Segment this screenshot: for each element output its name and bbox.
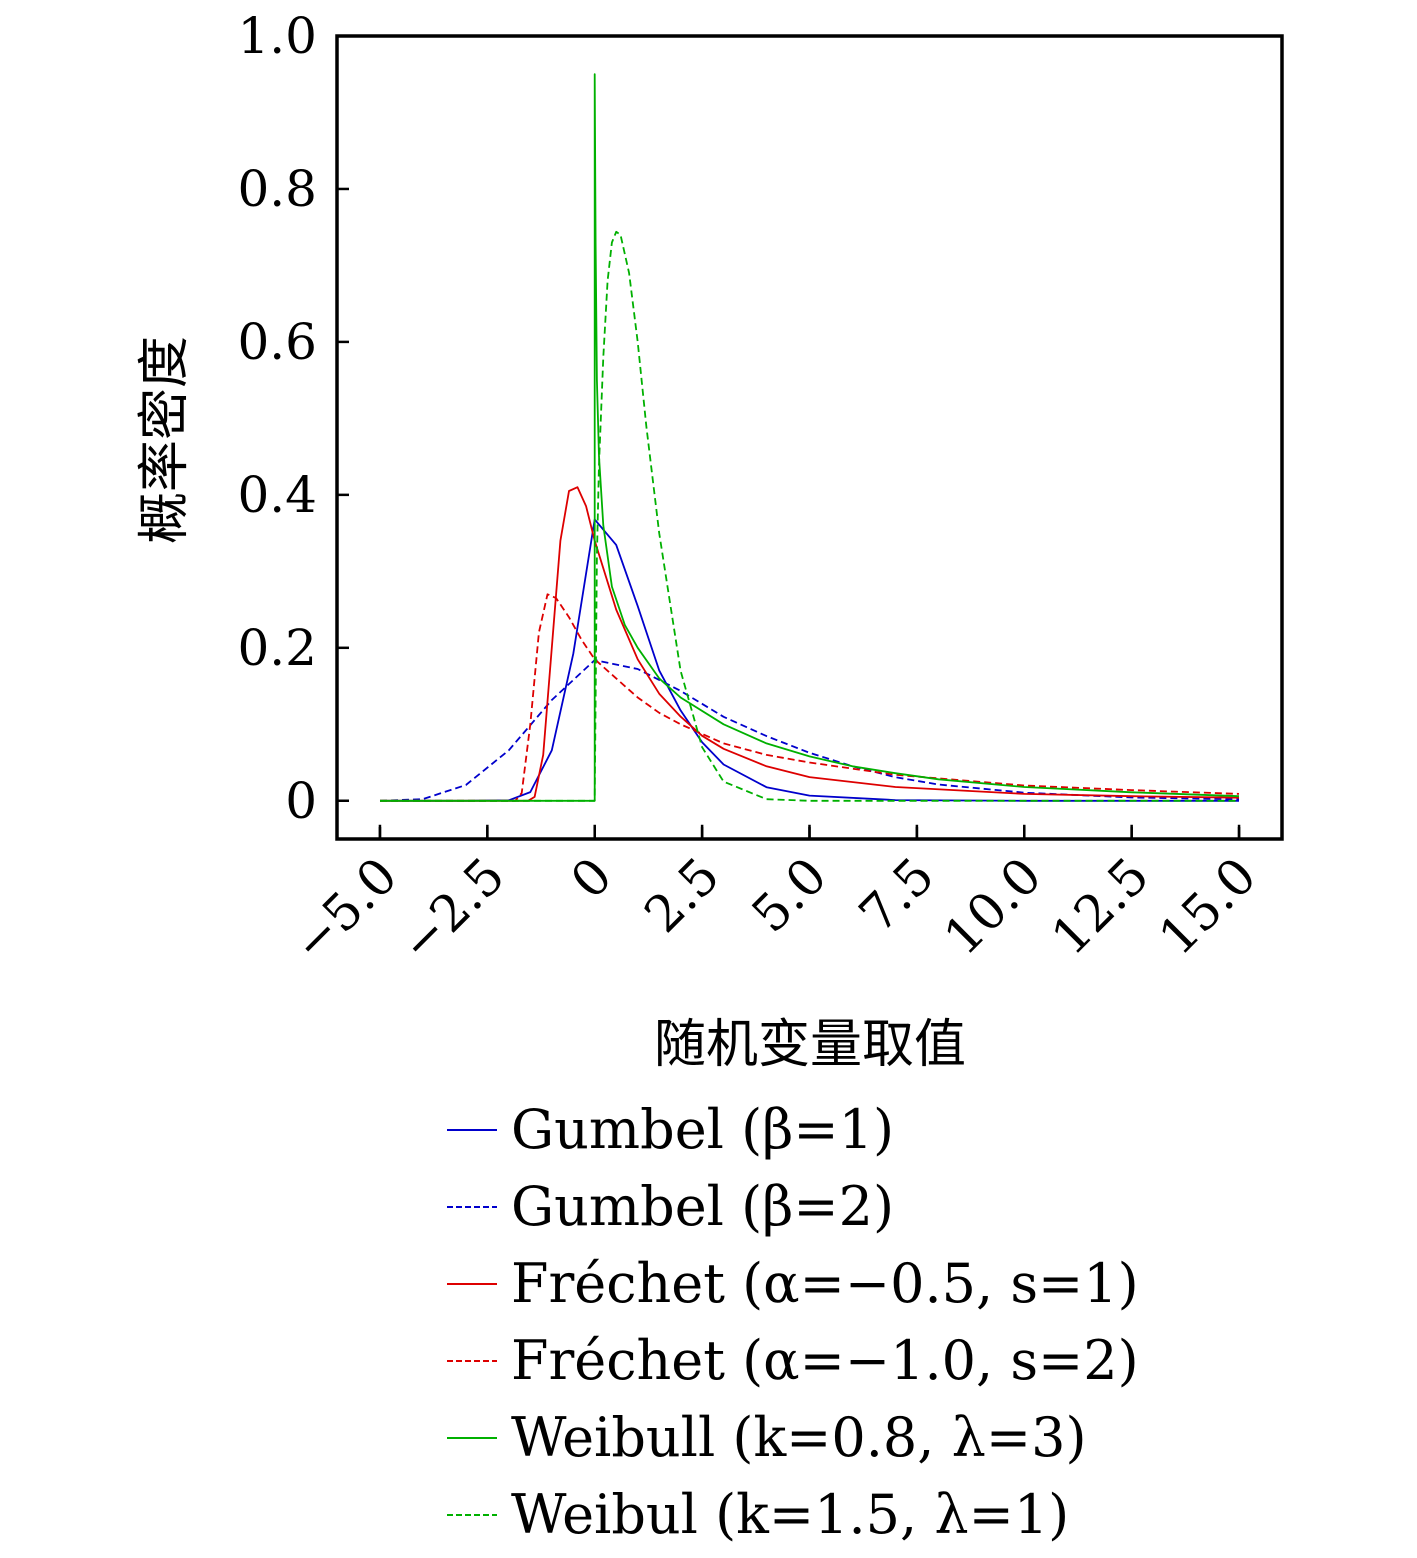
series-line-3	[380, 486, 1240, 802]
x-tick-label: 12.5	[1040, 846, 1160, 966]
legend: Gumbel (β=1) Gumbel (β=2) Fréchet (α=−0.5,…	[447, 1098, 1139, 1546]
legend-label: Fréchet (α=−1.0, s=2)	[511, 1329, 1139, 1392]
series-line-1	[380, 518, 1239, 802]
y-tick-label: 0.6	[237, 313, 317, 371]
x-tick-label: −5.0	[282, 846, 409, 973]
series-line-2	[379, 659, 1240, 802]
plot-frame	[335, 34, 1284, 841]
y-tick-label: 0	[285, 772, 317, 830]
x-tick-label: 0	[560, 846, 624, 910]
x-tick-label: −2.5	[389, 846, 516, 973]
y-tick-label: 0.8	[237, 160, 317, 218]
y-tick-label: 0.2	[237, 619, 317, 677]
legend-label: Gumbel (β=1)	[511, 1098, 894, 1161]
legend-label: Weibull (k=0.8, λ=3)	[511, 1406, 1087, 1469]
legend-label: Weibul (k=1.5, λ=1)	[511, 1483, 1069, 1546]
x-tick-label: 2.5	[633, 846, 730, 943]
x-tick-label: 10.0	[933, 846, 1053, 966]
series-line-5	[380, 73, 1240, 802]
y-axis-title: 概率密度	[135, 336, 195, 544]
x-tick-label: 5.0	[741, 846, 838, 943]
series-line-6	[380, 230, 1239, 802]
y-tick-label: 0.4	[237, 466, 317, 524]
y-tick-label: 1.0	[237, 7, 317, 65]
x-axis: −5.0−2.5 0 2.5 5.0 7.510.012.515.0	[282, 824, 1268, 973]
plot-area	[379, 73, 1240, 802]
x-axis-title: 随机变量取值	[654, 1015, 966, 1075]
y-axis: 0 0.2 0.4 0.6 0.8 1.0	[237, 7, 349, 830]
legend-label: Gumbel (β=2)	[511, 1175, 894, 1238]
x-tick-label: 15.0	[1148, 846, 1268, 966]
series-line-4	[380, 593, 1240, 802]
legend-label: Fréchet (α=−0.5, s=1)	[511, 1252, 1139, 1315]
x-tick-label: 7.5	[848, 846, 945, 943]
